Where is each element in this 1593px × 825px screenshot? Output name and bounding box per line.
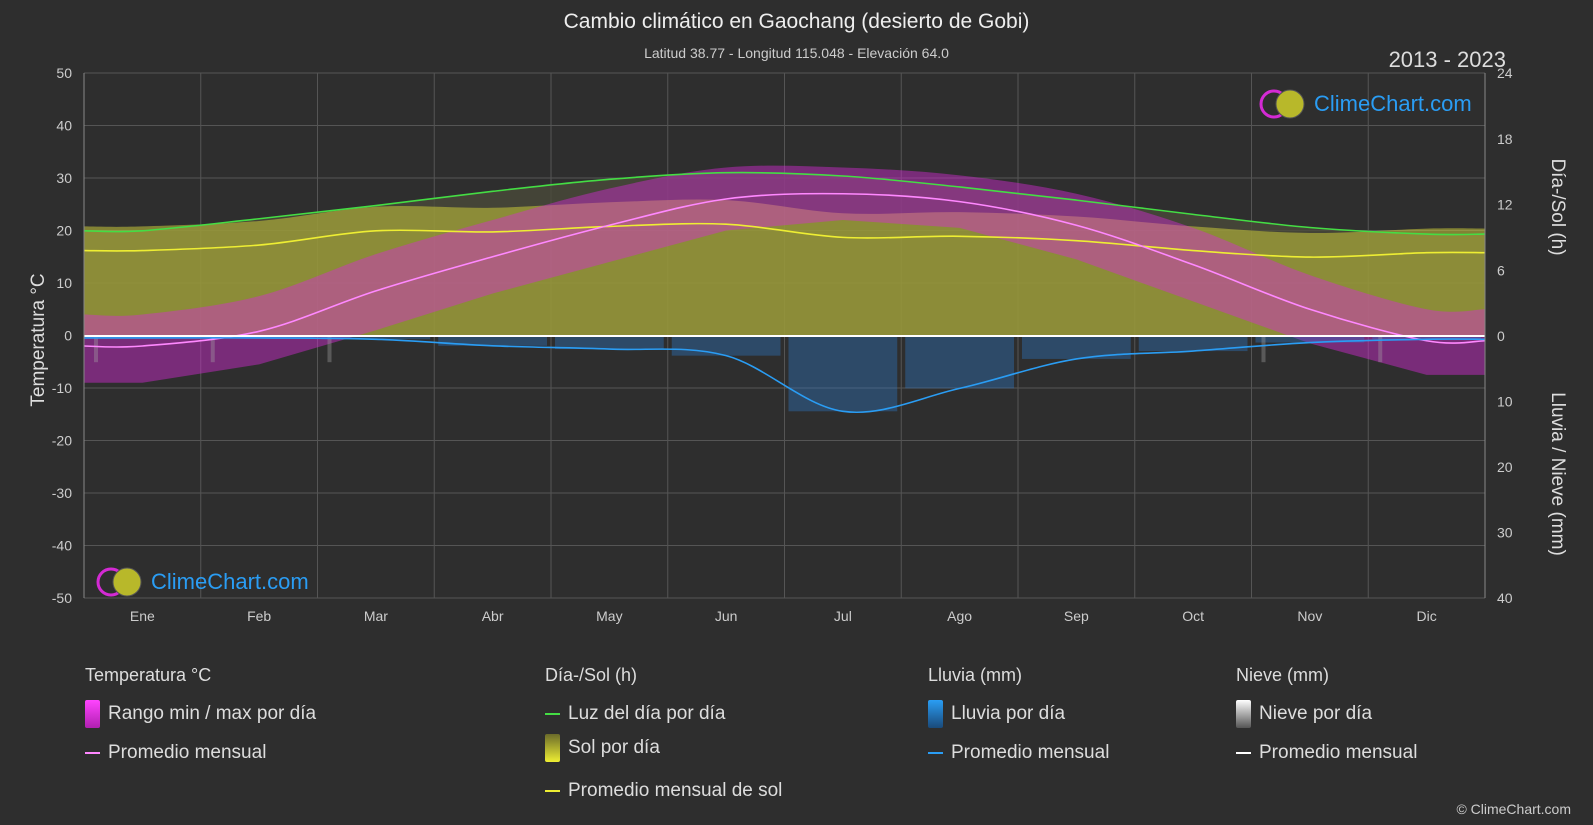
legend-temp-heading: Temperatura °C xyxy=(85,665,212,685)
y-left-tick-label: 40 xyxy=(56,118,72,134)
logo-icon xyxy=(1259,89,1305,119)
legend-sun-heading: Día-/Sol (h) xyxy=(545,665,638,685)
x-tick-label: Feb xyxy=(247,608,271,624)
temp-avg-swatch xyxy=(85,751,100,754)
y-axis-right-top-title: Día-/Sol (h) xyxy=(1547,158,1568,255)
rain-bar xyxy=(555,336,664,350)
x-tick-label: Abr xyxy=(482,608,504,624)
rain-bar xyxy=(1138,336,1248,352)
rain-bar xyxy=(788,336,898,412)
y-right-bottom-tick-label: 10 xyxy=(1497,394,1513,410)
climate-chart: 50 40 30 20 10 0 -10 -20 -30 -40 -50 24 18 12 6 0 10 20 30… xyxy=(28,65,1568,624)
snow-bar xyxy=(1378,336,1383,363)
y-left-tick-label: -40 xyxy=(52,538,72,554)
y-left-tick-label: 10 xyxy=(56,275,72,291)
rain-avg-line xyxy=(84,337,1486,413)
legend-temp-range: Rango min / max por día xyxy=(85,700,316,728)
temperature-range-area xyxy=(84,165,1485,383)
y-left-tick-label: -20 xyxy=(52,433,72,449)
snow-bar xyxy=(327,336,332,363)
legend-rain-daily: Lluvia por día xyxy=(928,700,1065,728)
y-right-bottom-tick-label: 40 xyxy=(1497,590,1513,606)
sunshine-area-fill xyxy=(84,199,1485,336)
rain-bar xyxy=(671,336,781,356)
daylight-swatch xyxy=(545,712,560,715)
y-right-top-tick-label: 0 xyxy=(1497,328,1505,344)
snow-swatch xyxy=(1236,700,1251,728)
snow-bar xyxy=(94,336,98,363)
y-axis-left-title: Temperatura °C xyxy=(28,273,49,406)
x-tick-label: Sep xyxy=(1064,608,1089,624)
y-right-bottom-tick-label: 30 xyxy=(1497,525,1513,541)
copyright: © ClimeChart.com xyxy=(1456,801,1571,817)
snow-bar xyxy=(1261,336,1266,363)
x-tick-label: Oct xyxy=(1182,608,1204,624)
chart-subtitle: Latitud 38.77 - Longitud 115.048 - Eleva… xyxy=(644,45,949,61)
snow-avg-swatch xyxy=(1236,751,1251,754)
year-range: 2013 - 2023 xyxy=(1388,47,1506,72)
sunshine-swatch xyxy=(545,734,560,762)
temp-range-swatch xyxy=(85,700,100,728)
sunshine-area xyxy=(84,172,1485,336)
x-tick-label: Ago xyxy=(947,608,972,624)
logo-top: ClimeChart.com xyxy=(1258,88,1472,120)
y-right-top-tick-label: 12 xyxy=(1497,197,1513,213)
temperature-avg-line xyxy=(83,192,1486,348)
daylight-line xyxy=(83,171,1486,236)
y-axis-right-bottom-title: Lluvia / Nieve (mm) xyxy=(1547,392,1568,556)
sunshine-avg-line xyxy=(83,222,1486,258)
rain-bar xyxy=(438,336,547,346)
logo-text: ClimeChart.com xyxy=(1314,91,1472,116)
x-tick-label: Dic xyxy=(1417,608,1437,624)
legend-daylight: Luz del día por día xyxy=(545,703,725,725)
x-tick-label: Ene xyxy=(130,608,155,624)
series-lines xyxy=(83,171,1486,413)
rain-avg-swatch xyxy=(928,751,943,754)
y-left-tick-label: 30 xyxy=(56,170,72,186)
y-right-top-tick-label: 18 xyxy=(1497,131,1513,147)
legend-snow-daily: Nieve por día xyxy=(1236,700,1372,728)
y-right-top-tick-label: 24 xyxy=(1497,65,1513,81)
y-left-tick-label: 20 xyxy=(56,223,72,239)
legend-temp-avg: Promedio mensual xyxy=(85,742,266,764)
x-tick-label: May xyxy=(596,608,622,624)
rain-bar xyxy=(1022,336,1131,359)
legend-rain-heading: Lluvia (mm) xyxy=(928,665,1023,685)
x-tick-label: Jul xyxy=(834,608,852,624)
y-left-tick-label: -30 xyxy=(52,485,72,501)
sun-avg-swatch xyxy=(545,789,560,792)
rain-bar xyxy=(321,336,431,340)
temperature-range-band xyxy=(84,165,1485,383)
rain-bar xyxy=(1255,336,1365,343)
logo-icon xyxy=(96,567,142,597)
axes: 50 40 30 20 10 0 -10 -20 -30 -40 -50 24 18 12 6 0 10 20 30… xyxy=(52,65,1513,624)
y-right-bottom-tick-label: 20 xyxy=(1497,459,1513,475)
y-right-top-tick-label: 6 xyxy=(1497,262,1505,278)
y-left-tick-label: -50 xyxy=(52,590,72,606)
x-tick-label: Nov xyxy=(1297,608,1322,624)
legend-snow-heading: Nieve (mm) xyxy=(1236,665,1329,685)
legend-rain-avg: Promedio mensual xyxy=(928,742,1109,764)
rain-swatch xyxy=(928,700,943,728)
chart-title: Cambio climático en Gaochang (desierto d… xyxy=(563,10,1030,33)
x-tick-label: Jun xyxy=(715,608,738,624)
rain-bar xyxy=(1372,336,1481,340)
logo-bottom: ClimeChart.com xyxy=(95,566,309,598)
legend-sunshine: Sol por día xyxy=(545,734,660,762)
y-left-tick-label: 50 xyxy=(56,65,72,81)
snow-bar xyxy=(210,336,215,363)
x-tick-label: Mar xyxy=(364,608,388,624)
y-left-tick-label: -10 xyxy=(52,380,72,396)
y-left-tick-label: 0 xyxy=(64,328,72,344)
legend-snow-avg: Promedio mensual xyxy=(1236,742,1417,764)
legend-sun-avg: Promedio mensual de sol xyxy=(545,780,782,802)
rain-bar xyxy=(905,336,1014,389)
logo-text: ClimeChart.com xyxy=(151,569,309,594)
